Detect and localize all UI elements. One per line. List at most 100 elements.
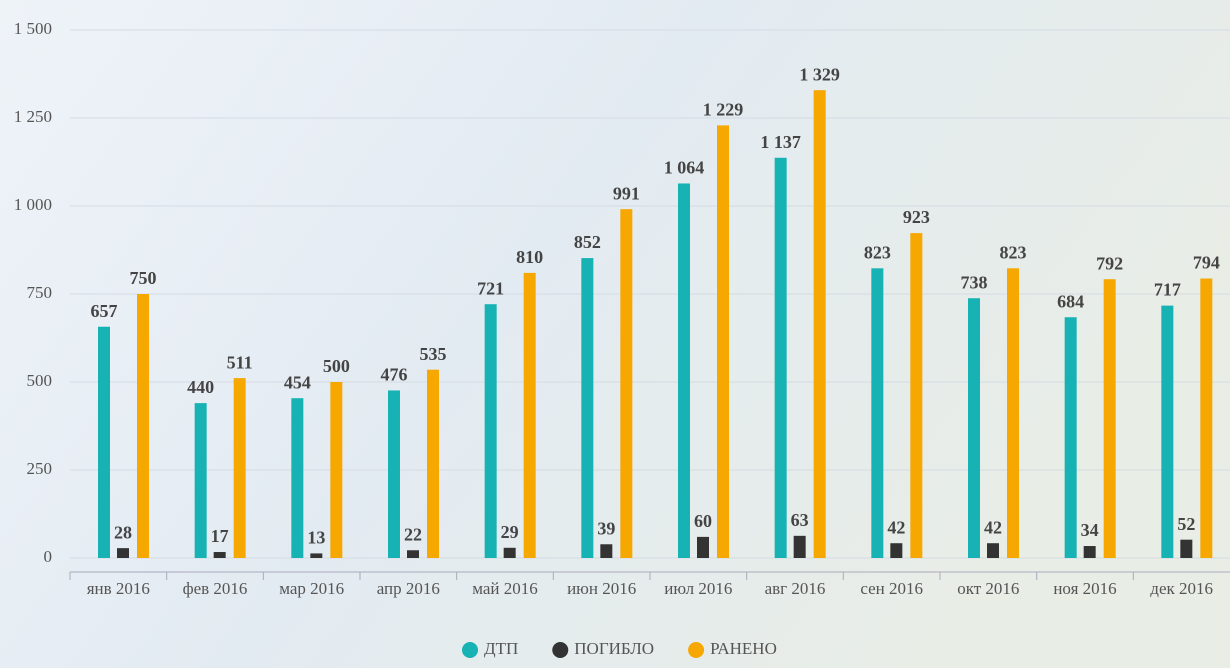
x-tick-label: ноя 2016 <box>1053 579 1116 598</box>
value-label: 42 <box>887 517 905 537</box>
bar <box>427 369 439 558</box>
value-label: 1 229 <box>703 100 744 120</box>
value-label: 39 <box>597 518 615 538</box>
bar <box>388 390 400 558</box>
bar <box>910 233 923 558</box>
x-tick-label: янв 2016 <box>87 579 150 598</box>
value-label: 454 <box>284 372 311 392</box>
x-tick-label: окт 2016 <box>957 579 1019 598</box>
bar <box>813 90 826 558</box>
legend-marker <box>462 642 478 658</box>
bar <box>987 543 999 558</box>
value-label: 63 <box>791 510 809 530</box>
value-label: 823 <box>1000 242 1027 262</box>
x-tick-label: мар 2016 <box>279 579 344 598</box>
bar <box>330 382 343 558</box>
legend-marker <box>688 642 705 658</box>
x-tick-label: апр 2016 <box>377 579 440 598</box>
bar <box>233 378 246 558</box>
value-label: 991 <box>613 183 640 203</box>
bar <box>871 268 884 558</box>
bar <box>523 272 536 558</box>
bar <box>1103 279 1116 558</box>
bar <box>1200 278 1213 558</box>
value-label: 1 137 <box>760 132 801 152</box>
value-label: 500 <box>323 356 350 376</box>
value-label: 17 <box>211 526 229 546</box>
x-tick-label: фев 2016 <box>183 579 248 598</box>
bar <box>291 398 304 558</box>
y-tick-label: 1 500 <box>14 19 52 38</box>
bar <box>1161 305 1174 558</box>
bar <box>968 298 980 558</box>
y-tick-label: 250 <box>27 459 53 478</box>
y-tick-label: 0 <box>44 547 53 566</box>
value-label: 52 <box>1177 514 1195 534</box>
legend-label: РАНЕНО <box>710 639 777 658</box>
y-tick-label: 1 000 <box>14 195 52 214</box>
value-label: 717 <box>1154 280 1181 300</box>
value-label: 1 064 <box>664 158 705 178</box>
bar <box>1083 546 1096 558</box>
value-label: 22 <box>404 524 422 544</box>
bar <box>620 209 633 558</box>
bar <box>793 535 806 558</box>
value-label: 1 329 <box>799 64 840 84</box>
x-tick-label: июл 2016 <box>664 579 732 598</box>
value-label: 511 <box>227 352 253 372</box>
legend-label: ПОГИБЛО <box>574 639 654 658</box>
value-label: 923 <box>903 207 930 227</box>
y-tick-label: 750 <box>27 283 53 302</box>
value-label: 721 <box>477 278 504 298</box>
value-label: 60 <box>694 511 712 531</box>
bar <box>890 543 903 558</box>
bar <box>678 183 690 559</box>
value-label: 810 <box>516 247 543 267</box>
value-label: 440 <box>187 377 214 397</box>
bar <box>717 125 729 558</box>
bar <box>600 544 613 558</box>
legend-label: ДТП <box>484 639 518 658</box>
value-label: 794 <box>1193 253 1220 273</box>
value-label: 750 <box>130 268 157 288</box>
value-label: 792 <box>1096 253 1123 273</box>
value-label: 13 <box>307 528 325 548</box>
value-label: 34 <box>1081 520 1099 540</box>
bar <box>310 553 323 558</box>
bar <box>697 536 709 558</box>
bar <box>1064 317 1077 558</box>
value-label: 684 <box>1057 291 1084 311</box>
bar <box>213 552 226 558</box>
x-tick-label: май 2016 <box>472 579 538 598</box>
legend-marker <box>552 642 569 658</box>
bar <box>581 258 594 558</box>
value-label: 28 <box>114 522 132 542</box>
bar <box>194 403 207 558</box>
value-label: 852 <box>574 232 601 252</box>
x-tick-label: июн 2016 <box>567 579 636 598</box>
bar <box>484 304 497 558</box>
value-label: 42 <box>984 517 1002 537</box>
bar <box>137 294 149 558</box>
y-tick-label: 1 250 <box>14 107 52 126</box>
x-tick-label: дек 2016 <box>1150 579 1213 598</box>
bar <box>774 157 787 558</box>
bar <box>503 547 516 558</box>
bar <box>1007 268 1019 558</box>
bar <box>407 550 419 558</box>
value-label: 476 <box>381 365 408 385</box>
value-label: 738 <box>961 272 988 292</box>
y-tick-label: 500 <box>27 371 53 390</box>
value-label: 823 <box>864 242 891 262</box>
bar <box>117 548 129 558</box>
x-tick-label: сен 2016 <box>860 579 923 598</box>
value-label: 657 <box>91 301 118 321</box>
value-label: 29 <box>501 522 519 542</box>
bar <box>98 326 110 558</box>
bar <box>1180 539 1193 558</box>
value-label: 535 <box>420 344 447 364</box>
x-tick-label: авг 2016 <box>765 579 826 598</box>
